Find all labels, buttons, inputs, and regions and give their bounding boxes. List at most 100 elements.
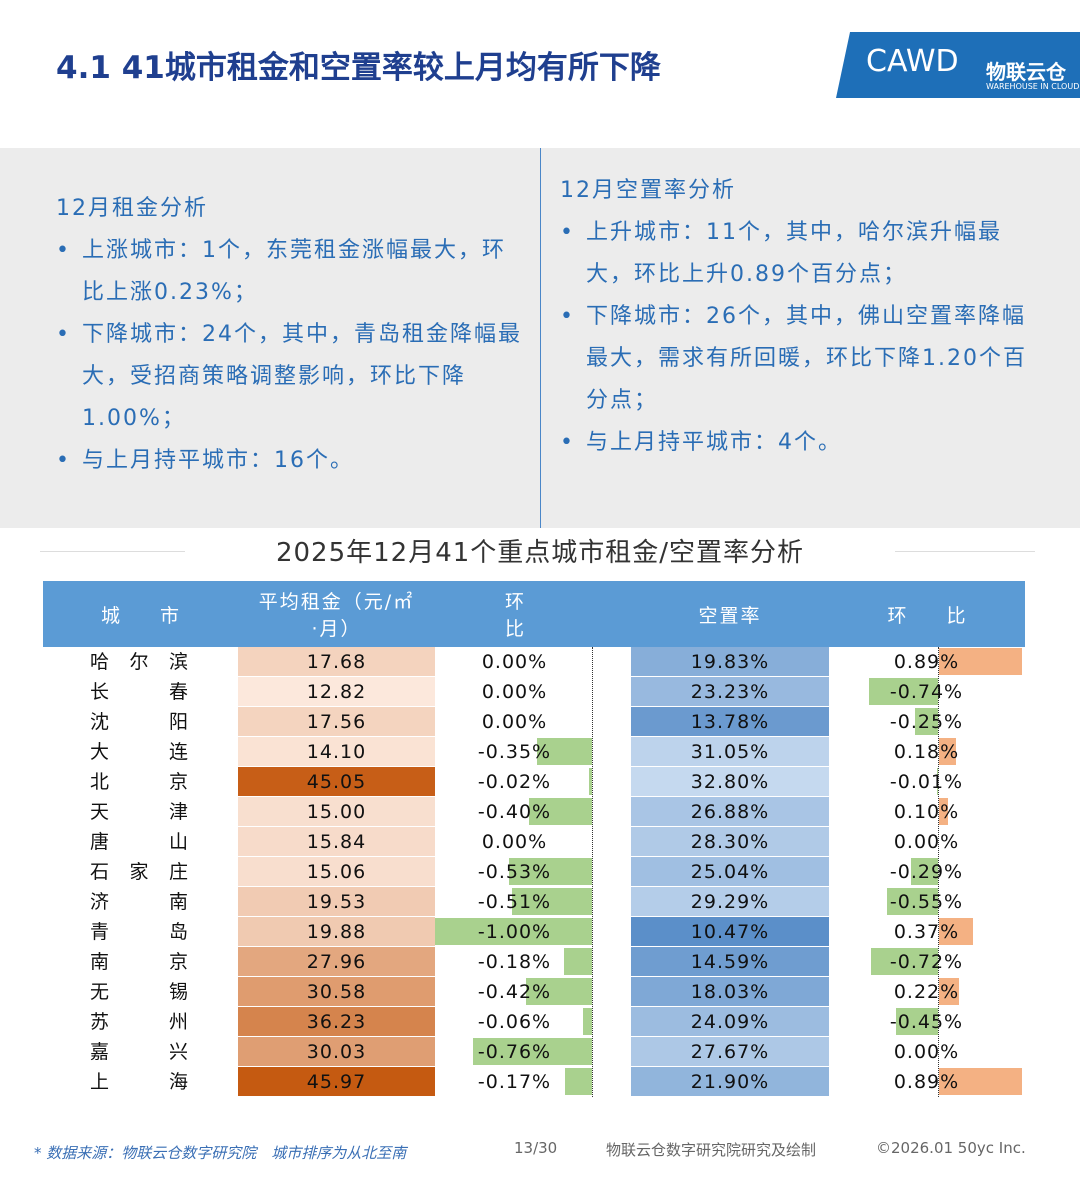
vacancy: 19.83% [690, 651, 770, 673]
vacancy-change: -0.29% [889, 861, 964, 883]
rent-heat [238, 827, 435, 856]
vacancy: 26.88% [690, 801, 770, 823]
rent-change-bar [582, 1008, 592, 1035]
vacancy: 29.29% [690, 891, 770, 913]
vacancy-change: 0.37% [893, 921, 960, 943]
rent-heat [238, 977, 435, 1006]
vacancy-heat [631, 917, 829, 946]
rent: 36.23 [306, 1011, 367, 1033]
rent-change-bar [526, 978, 592, 1005]
rent: 15.06 [306, 861, 367, 883]
vacancy-change: 0.00% [893, 1041, 960, 1063]
vacancy-change-bar [937, 768, 938, 795]
vacancy: 32.80% [690, 771, 770, 793]
city: 苏州 [90, 1011, 188, 1033]
column-header: 环比 [887, 604, 1006, 627]
vacancy-change-bar [886, 888, 938, 915]
analysis-column: 12月租金分析上涨城市：1个，东莞租金涨幅最大，环比上涨0.23%；下降城市：2… [56, 190, 526, 482]
credit: 物联云仓数字研究院研究及绘制 [606, 1141, 817, 1159]
city: 哈尔滨 [90, 651, 188, 673]
analysis-heading: 12月租金分析 [56, 196, 208, 221]
table-header: 城市 平均租金（元/㎡·月） 环比 空置率 环比 [43, 581, 1025, 647]
rent: 12.82 [306, 681, 367, 703]
rent-change-bar [565, 1068, 592, 1095]
rent: 19.88 [306, 921, 367, 943]
vacancy-heat [631, 647, 829, 676]
vacancy-change-bar [896, 1008, 938, 1035]
vacancy-change: 0.89% [893, 1071, 960, 1093]
divider [540, 148, 541, 528]
page-number: 13/30 [514, 1139, 558, 1157]
vacancy-heat [631, 947, 829, 976]
bullet-list: 上涨城市：1个，东莞租金涨幅最大，环比上涨0.23%；下降城市：24个，其中，青… [56, 230, 526, 482]
vacancy-heat [631, 1037, 829, 1066]
vacancy-change-bar [939, 648, 1022, 675]
column-header: 环比 [504, 591, 564, 640]
vacancy-change-bar [939, 738, 956, 765]
table-title: 2025年12月41个重点城市租金/空置率分析 [275, 538, 805, 568]
rent-change: -0.02% [477, 771, 552, 793]
rent-change: -0.18% [477, 951, 552, 973]
rent-change: -0.51% [477, 891, 552, 913]
vacancy-change: -0.74% [889, 681, 964, 703]
bullet-list: 上升城市：11个，其中，哈尔滨升幅最大，环比上升0.89个百分点；下降城市：26… [560, 212, 1040, 464]
rent-heat [238, 647, 435, 676]
vacancy-change-bar [914, 708, 938, 735]
vacancy-heat [631, 857, 829, 886]
rent-heat [238, 797, 435, 826]
rent-heat [238, 947, 435, 976]
vacancy-heat [631, 737, 829, 766]
vacancy: 10.47% [690, 921, 770, 943]
city: 唐山 [90, 831, 188, 853]
rent-change: -0.06% [477, 1011, 552, 1033]
rent-heat [238, 677, 435, 706]
rent: 14.10 [306, 741, 367, 763]
city: 大连 [90, 741, 188, 763]
vacancy: 14.59% [690, 951, 770, 973]
rent-change-bar [511, 888, 592, 915]
vacancy-change-bar [939, 978, 960, 1005]
vacancy-heat [631, 1007, 829, 1036]
rent: 15.00 [306, 801, 367, 823]
rent-heat [238, 767, 435, 796]
vacancy-change: -0.45% [889, 1011, 964, 1033]
vacancy-change: -0.25% [889, 711, 964, 733]
rent-change: 0.00% [481, 681, 548, 703]
page-title: 4.1 41城市租金和空置率较上月均有所下降 [56, 50, 661, 86]
city: 嘉兴 [90, 1041, 188, 1063]
city: 石家庄 [90, 861, 188, 883]
rent: 17.68 [306, 651, 367, 673]
vacancy-change-bar [871, 948, 938, 975]
vacancy-change: 0.00% [893, 831, 960, 853]
vacancy-change: 0.10% [893, 801, 960, 823]
city: 济南 [90, 891, 188, 913]
city: 青岛 [90, 921, 188, 943]
logo-text: 物联云仓 [986, 60, 1066, 84]
city: 无锡 [90, 981, 188, 1003]
vacancy-heat [631, 677, 829, 706]
rent: 30.03 [306, 1041, 367, 1063]
logo-text: WAREHOUSE IN CLOUD [986, 82, 1080, 91]
rent-heat [238, 1067, 435, 1096]
bullet-item: 上升城市：11个，其中，哈尔滨升幅最大，环比上升0.89个百分点； [560, 212, 1040, 296]
rent-change-bar [508, 858, 592, 885]
rent-change: -0.53% [477, 861, 552, 883]
bullet-item: 下降城市：24个，其中，青岛租金降幅最大，受招商策略调整影响，环比下降1.00%… [56, 314, 526, 440]
vacancy: 13.78% [690, 711, 770, 733]
rent-heat [238, 887, 435, 916]
rent: 30.58 [306, 981, 367, 1003]
vacancy-change: 0.89% [893, 651, 960, 673]
vacancy: 24.09% [690, 1011, 770, 1033]
vacancy-change-bar [869, 678, 938, 705]
vacancy-change: -0.01% [889, 771, 964, 793]
vacancy-heat [631, 977, 829, 1006]
vacancy-heat [631, 1067, 829, 1096]
rule [40, 551, 185, 552]
rent: 45.05 [306, 771, 367, 793]
rent: 17.56 [306, 711, 367, 733]
vacancy-change-bar [911, 858, 938, 885]
vacancy: 23.23% [690, 681, 770, 703]
city: 长春 [90, 681, 188, 703]
rent-heat [238, 857, 435, 886]
